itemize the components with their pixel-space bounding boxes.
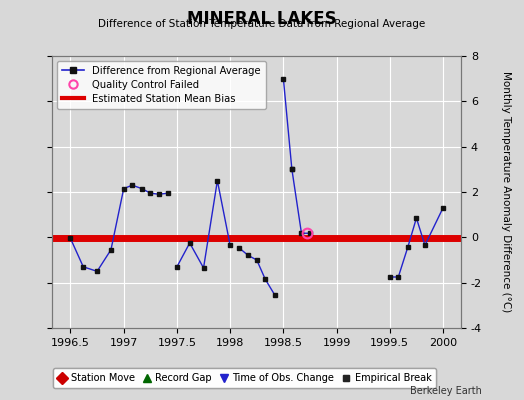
Legend: Station Move, Record Gap, Time of Obs. Change, Empirical Break: Station Move, Record Gap, Time of Obs. C… <box>52 368 436 388</box>
Text: Difference of Station Temperature Data from Regional Average: Difference of Station Temperature Data f… <box>99 19 425 29</box>
Text: MINERAL LAKES: MINERAL LAKES <box>187 10 337 28</box>
Text: Berkeley Earth: Berkeley Earth <box>410 386 482 396</box>
Y-axis label: Monthly Temperature Anomaly Difference (°C): Monthly Temperature Anomaly Difference (… <box>501 71 511 313</box>
